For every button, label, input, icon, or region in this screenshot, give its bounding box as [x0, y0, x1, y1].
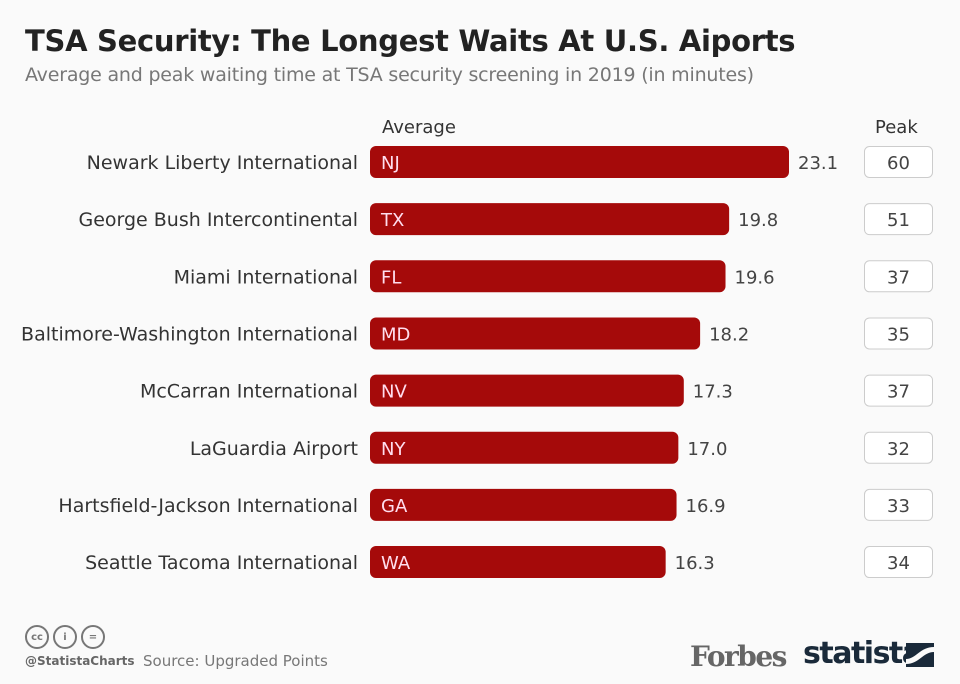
- bar-state-label: FL: [381, 267, 401, 288]
- nd-icon: =: [81, 625, 105, 649]
- statista-logo-icon: [906, 643, 934, 667]
- average-bar: [370, 546, 666, 579]
- average-bar: [370, 431, 679, 464]
- category-label: Hartsfield-Jackson International: [58, 495, 358, 517]
- peak-value-label: 35: [887, 324, 910, 345]
- bar-state-label: NV: [381, 382, 407, 403]
- bar-state-label: NJ: [381, 153, 400, 174]
- bar-state-label: NY: [381, 439, 406, 460]
- average-bar: [370, 374, 684, 407]
- average-value-label: 18.2: [709, 324, 749, 345]
- forbes-logo: Forbes: [690, 640, 787, 673]
- average-bar: [370, 317, 701, 350]
- peak-value-label: 32: [887, 439, 910, 460]
- bar-state-label: TX: [380, 210, 404, 231]
- twitter-handle[interactable]: @StatistaCharts: [25, 654, 135, 668]
- peak-box: [864, 546, 933, 579]
- peak-value-label: 37: [887, 382, 910, 403]
- peak-box: [864, 146, 933, 178]
- peak-box: [864, 488, 933, 521]
- average-bar: [370, 146, 789, 178]
- by-icon: i: [53, 625, 77, 649]
- average-bar: [370, 488, 677, 521]
- category-label: Baltimore-Washington International: [21, 323, 358, 345]
- category-label: Seattle Tacoma International: [85, 552, 358, 574]
- average-value-label: 17.3: [693, 382, 733, 403]
- average-bar: [370, 203, 730, 236]
- bar-state-label: WA: [381, 553, 411, 574]
- peak-value-label: 60: [887, 153, 910, 174]
- category-label: Miami International: [174, 266, 358, 288]
- average-column-header: Average: [382, 117, 456, 138]
- category-label: LaGuardia Airport: [190, 438, 358, 460]
- average-value-label: 19.6: [735, 267, 775, 288]
- peak-value-label: 37: [887, 267, 910, 288]
- category-label: George Bush Intercontinental: [78, 209, 358, 231]
- average-value-label: 16.3: [675, 553, 715, 574]
- chart-subtitle: Average and peak waiting time at TSA sec…: [25, 64, 754, 86]
- peak-box: [864, 260, 933, 293]
- cc-icon: cc: [25, 625, 49, 649]
- peak-value-label: 51: [887, 210, 910, 231]
- peak-box: [864, 431, 933, 464]
- average-value-label: 23.1: [798, 153, 838, 174]
- category-label: Newark Liberty International: [87, 152, 358, 174]
- peak-value-label: 34: [887, 553, 910, 574]
- statista-logo: statista: [803, 636, 922, 671]
- average-value-label: 17.0: [687, 439, 727, 460]
- average-value-label: 16.9: [686, 496, 726, 517]
- chart-title: TSA Security: The Longest Waits At U.S. …: [25, 24, 796, 58]
- average-value-label: 19.8: [738, 210, 778, 231]
- peak-box: [864, 317, 933, 350]
- average-bar: [370, 260, 726, 293]
- source-text: Source: Upgraded Points: [143, 652, 328, 670]
- bar-state-label: GA: [381, 496, 408, 517]
- peak-box: [864, 374, 933, 407]
- peak-value-label: 33: [887, 496, 910, 517]
- peak-box: [864, 203, 933, 236]
- peak-column-header: Peak: [875, 117, 918, 138]
- bar-state-label: MD: [381, 324, 410, 345]
- license-icons: cc i =: [25, 625, 105, 649]
- category-label: McCarran International: [140, 381, 358, 403]
